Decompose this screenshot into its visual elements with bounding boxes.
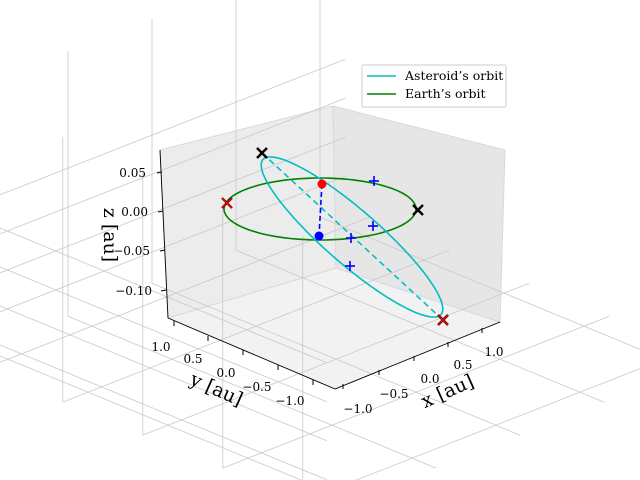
blue-point bbox=[314, 231, 324, 241]
y-tick-label: −1.0 bbox=[275, 394, 304, 408]
grid-line bbox=[355, 368, 640, 480]
legend-box bbox=[361, 64, 507, 108]
x-tick-labels: −1.0 −0.5 0.0 0.5 1.0 bbox=[343, 345, 503, 416]
legend: Asteroid’s orbit Earth’s orbit bbox=[361, 64, 507, 108]
markers bbox=[221, 147, 449, 326]
grid-line bbox=[222, 315, 610, 469]
y-tick-label: 0.5 bbox=[183, 352, 202, 366]
legend-label-asteroid: Asteroid’s orbit bbox=[404, 68, 503, 83]
x-tick-label: −1.0 bbox=[343, 402, 372, 416]
grid-line bbox=[0, 136, 346, 274]
grid-line bbox=[0, 266, 327, 403]
legend-label-earth: Earth’s orbit bbox=[405, 86, 486, 101]
z-tick-label: −0.05 bbox=[113, 244, 150, 258]
earth-orbit-line bbox=[223, 177, 417, 241]
z-tick-label: 0.00 bbox=[121, 205, 148, 219]
axis-tick bbox=[156, 171, 163, 174]
axis-lines bbox=[156, 149, 501, 390]
point-connector bbox=[318, 183, 323, 237]
x-axis-line bbox=[334, 321, 501, 390]
y-axis-line bbox=[167, 317, 336, 390]
x-tick-label: −0.5 bbox=[379, 387, 408, 401]
grid-line bbox=[0, 305, 327, 442]
grid-line bbox=[0, 355, 302, 480]
grid-line bbox=[67, 315, 437, 469]
black-x-marker bbox=[412, 204, 424, 216]
apsides-line bbox=[261, 152, 444, 321]
grid-line bbox=[0, 97, 346, 235]
red-x-marker bbox=[437, 314, 449, 326]
axis-tick bbox=[160, 289, 167, 292]
axis-tick bbox=[157, 210, 164, 213]
x-tick-label: 0.0 bbox=[420, 372, 439, 386]
y-tick-label: −0.5 bbox=[242, 380, 271, 394]
z-tick-label: 0.05 bbox=[119, 166, 146, 180]
earth-orbit-path bbox=[223, 177, 417, 241]
grid-line bbox=[0, 344, 327, 480]
right-back-pane bbox=[332, 105, 506, 323]
red-point bbox=[317, 179, 327, 189]
grid-line bbox=[0, 227, 327, 364]
x-tick-label: 1.0 bbox=[484, 345, 503, 359]
z-tick-labels: 0.05 0.00 −0.05 −0.10 bbox=[113, 166, 152, 298]
y-tick-label: 0.0 bbox=[216, 366, 235, 380]
y-tick-label: 1.0 bbox=[151, 340, 170, 354]
z-axis-line bbox=[159, 149, 169, 319]
red-x-marker bbox=[221, 197, 233, 209]
asteroid-orbit-path bbox=[260, 156, 444, 318]
x-tick-label: 0.5 bbox=[453, 358, 472, 372]
black-x-marker bbox=[256, 147, 268, 159]
asteroid-orbit-line bbox=[260, 152, 444, 321]
grid-line bbox=[151, 282, 521, 436]
axis-tick bbox=[159, 249, 166, 252]
y-tick-labels: 1.0 0.5 0.0 −0.5 −1.0 bbox=[151, 340, 304, 408]
grid-line bbox=[0, 58, 346, 196]
z-tick-label: −0.10 bbox=[115, 284, 152, 298]
z-axis-label: z [au] bbox=[99, 208, 121, 262]
axis-panes bbox=[159, 105, 506, 390]
